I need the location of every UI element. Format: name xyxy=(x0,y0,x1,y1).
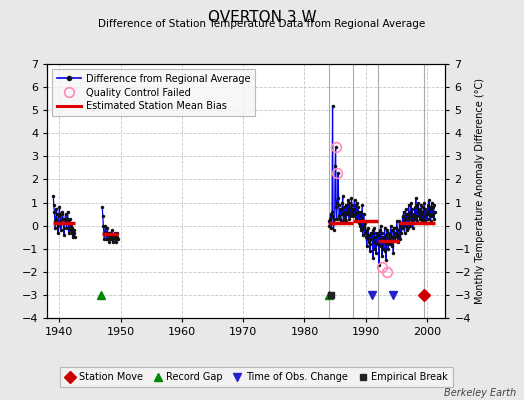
Legend: Difference from Regional Average, Quality Control Failed, Estimated Station Mean: Difference from Regional Average, Qualit… xyxy=(52,69,255,116)
Text: Berkeley Earth: Berkeley Earth xyxy=(444,388,516,398)
Text: Difference of Station Temperature Data from Regional Average: Difference of Station Temperature Data f… xyxy=(99,19,425,29)
Text: OVERTON 3 W: OVERTON 3 W xyxy=(208,10,316,25)
Y-axis label: Monthly Temperature Anomaly Difference (°C): Monthly Temperature Anomaly Difference (… xyxy=(475,78,485,304)
Legend: Station Move, Record Gap, Time of Obs. Change, Empirical Break: Station Move, Record Gap, Time of Obs. C… xyxy=(60,367,453,387)
